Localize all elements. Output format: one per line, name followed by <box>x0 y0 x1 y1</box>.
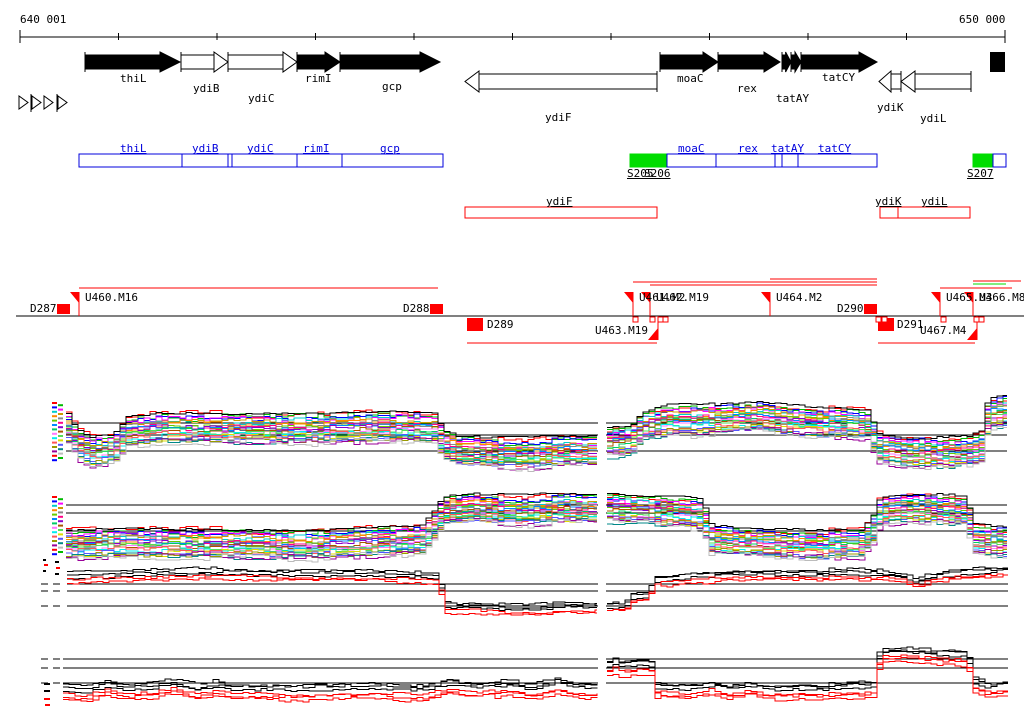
probe-marker-D288[interactable] <box>430 304 443 314</box>
expression-series-line <box>63 679 598 691</box>
expression-series-line <box>63 682 598 694</box>
expression-series-line <box>67 573 597 611</box>
expression-series-line <box>607 518 1007 561</box>
segment-box-0[interactable] <box>78 153 444 168</box>
expression-track-1 <box>52 395 1007 472</box>
probe-position-square[interactable] <box>662 316 669 323</box>
expression-series-line <box>607 408 1007 456</box>
expression-series-line <box>607 496 1007 540</box>
expression-series-line <box>607 650 1008 689</box>
probe-position-square[interactable] <box>973 316 980 323</box>
expression-series-line <box>607 649 1008 692</box>
probe-marker-D289[interactable] <box>467 318 483 331</box>
probe-flag-U465.M3[interactable] <box>931 287 1012 316</box>
gene-arrow-1[interactable] <box>180 51 229 73</box>
expression-series-line <box>66 430 597 462</box>
probe-flag-U461.M2[interactable] <box>624 281 877 316</box>
expression-series-line <box>607 516 1007 561</box>
expression-series-line <box>607 410 1007 456</box>
probe-marker-D287[interactable] <box>57 304 70 314</box>
probe-flag-U463.M19[interactable] <box>467 316 659 344</box>
probe-position-square[interactable] <box>978 316 985 323</box>
expression-series-line <box>66 509 597 548</box>
expression-track-3 <box>41 549 1008 636</box>
segment-box-2[interactable] <box>992 153 1007 168</box>
mini-feature-triangles[interactable] <box>18 94 68 112</box>
expression-series-line <box>607 503 1007 547</box>
gene-arrow-5[interactable] <box>464 70 658 93</box>
expression-series-line <box>607 416 1007 463</box>
expression-series-line <box>607 494 1007 537</box>
mapped-region-row <box>464 206 971 219</box>
gene-arrow-6[interactable] <box>659 51 719 73</box>
expression-series-line <box>607 660 1008 702</box>
gene-arrow-12[interactable] <box>900 70 972 93</box>
probe-position-square[interactable] <box>649 316 656 323</box>
expression-series-line <box>66 410 597 439</box>
expression-series-line <box>607 654 1008 696</box>
expression-series-line <box>63 691 598 703</box>
mapped-region-box-1[interactable] <box>879 206 971 219</box>
probe-position-square[interactable] <box>632 316 639 323</box>
expression-series-line <box>607 395 1007 440</box>
expression-series-line <box>607 421 1007 469</box>
mini-feature-triangle[interactable] <box>31 95 42 110</box>
expression-series-line <box>63 689 598 700</box>
probe-position-square[interactable] <box>940 316 947 323</box>
expression-series-line <box>66 437 597 472</box>
expression-series-line <box>67 566 597 606</box>
probe-position-square[interactable] <box>657 316 664 323</box>
gene-arrow-8[interactable] <box>781 51 792 73</box>
expression-series-line <box>607 493 1007 531</box>
expression-series-line <box>63 677 597 688</box>
gene-arrow-13[interactable] <box>990 52 1005 72</box>
green-segment-box-0[interactable] <box>629 153 668 168</box>
expression-series-line <box>607 567 1008 605</box>
mapped-region-box-0[interactable] <box>464 206 658 219</box>
probe-position-square[interactable] <box>875 316 882 323</box>
probe-flag-U464.M2[interactable] <box>761 278 877 316</box>
gene-arrow-3[interactable] <box>296 51 341 73</box>
probe-position-square[interactable] <box>881 316 888 323</box>
gene-arrow-0[interactable] <box>84 51 182 73</box>
expression-series-line <box>607 574 1008 611</box>
gene-arrow-4[interactable] <box>339 51 442 73</box>
mini-feature-triangle[interactable] <box>43 95 54 110</box>
expression-series-line <box>607 426 1007 470</box>
expression-track-2 <box>52 492 1007 563</box>
gene-arrow-7[interactable] <box>717 51 781 73</box>
probe-flag-U462.M19[interactable] <box>641 284 877 316</box>
probe-flag-U466.M8[interactable] <box>964 280 1021 316</box>
expression-series-line <box>66 494 597 538</box>
expression-series-line <box>607 506 1007 552</box>
gene-arrow-11[interactable] <box>878 69 902 94</box>
segment-box-1[interactable] <box>666 153 878 168</box>
mini-feature-triangle[interactable] <box>57 95 68 110</box>
expression-series-line <box>66 518 597 563</box>
expression-series-line <box>607 573 1008 611</box>
expression-series-line <box>67 577 597 616</box>
green-segment-box-1[interactable] <box>972 153 994 168</box>
expression-track-area-3[interactable] <box>67 549 1008 636</box>
mini-feature-triangle[interactable] <box>18 95 29 110</box>
probe-marker-D290[interactable] <box>864 304 877 314</box>
expression-series-line <box>67 569 597 609</box>
gene-arrow-2[interactable] <box>227 51 298 73</box>
probe-track <box>16 278 1024 344</box>
expression-track-4 <box>41 646 1008 706</box>
gene-arrow-9[interactable] <box>790 50 802 74</box>
probe-flag-U460.M16[interactable] <box>70 287 438 316</box>
segment-row <box>78 153 1007 168</box>
expression-series-line <box>607 398 1007 448</box>
coordinate-ruler <box>19 30 1006 43</box>
expression-series-line <box>66 492 597 532</box>
gene-arrow-10[interactable] <box>800 51 879 73</box>
